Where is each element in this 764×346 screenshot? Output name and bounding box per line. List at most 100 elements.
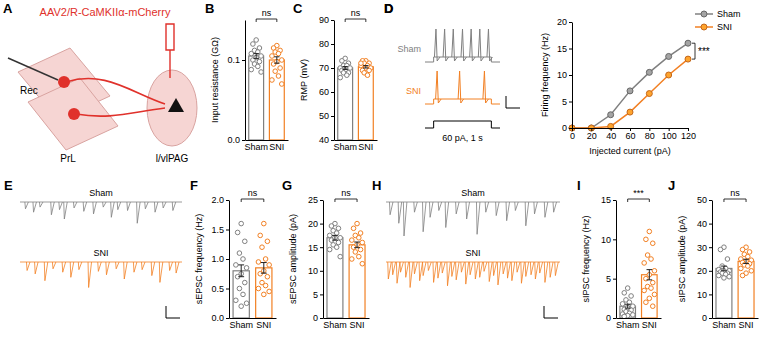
x-axis: ShamSNI bbox=[616, 319, 662, 331]
y-tick: 10 bbox=[697, 290, 712, 300]
y-tick-label: 0 bbox=[562, 123, 567, 133]
event bbox=[103, 202, 107, 207]
y-axis: 01020304050 bbox=[697, 195, 713, 323]
data-point bbox=[749, 269, 754, 274]
data-point bbox=[622, 314, 627, 318]
y-tick: 10 bbox=[308, 266, 323, 276]
y-axis: 0510152025 bbox=[308, 195, 324, 323]
scale-bar bbox=[166, 306, 180, 318]
data-point bbox=[649, 257, 654, 262]
event bbox=[493, 262, 497, 276]
data-point bbox=[265, 274, 270, 279]
spike bbox=[443, 29, 449, 61]
y-tick-label: 40 bbox=[319, 135, 329, 145]
marker bbox=[646, 91, 652, 97]
panel-label: B bbox=[205, 1, 214, 16]
y-tick-label: 20 bbox=[557, 17, 567, 27]
event bbox=[539, 262, 543, 273]
annotation: ns bbox=[248, 188, 258, 198]
bar bbox=[358, 67, 373, 140]
significance-bracket bbox=[256, 19, 277, 22]
figure: AAV2/R-CaMKIIα-mCherryRecPrLl/vlPAGA0.00… bbox=[0, 0, 764, 346]
data-point bbox=[747, 250, 752, 255]
bar bbox=[338, 68, 353, 140]
data-point bbox=[278, 66, 283, 71]
panel-label: F bbox=[190, 178, 198, 193]
event bbox=[511, 262, 515, 281]
diagram-title: AAV2/R-CaMKIIα-mCherry bbox=[40, 6, 171, 18]
y-tick: 0.1 bbox=[227, 55, 245, 65]
bar bbox=[269, 60, 284, 140]
event bbox=[414, 262, 418, 274]
event bbox=[550, 262, 554, 277]
marker bbox=[685, 56, 691, 62]
x-tick: Sham bbox=[333, 142, 357, 152]
bar bbox=[642, 275, 658, 318]
data-point bbox=[622, 291, 627, 296]
data-point bbox=[271, 62, 276, 67]
y-tick-label: 10 bbox=[557, 70, 567, 80]
chart-panel: 01020304050ShamSNIsIPSC amplitude (pA)ns bbox=[677, 188, 759, 330]
y-tick-label: 90 bbox=[319, 15, 329, 25]
event bbox=[106, 262, 110, 275]
data-point bbox=[650, 241, 655, 246]
y-tick: 20 bbox=[697, 266, 712, 276]
y-tick-mark bbox=[226, 318, 229, 319]
panel-label: A bbox=[3, 1, 13, 16]
y-tick: 30 bbox=[697, 243, 712, 253]
data-point bbox=[279, 58, 284, 63]
data-point bbox=[327, 247, 332, 252]
y-tick: 50 bbox=[697, 195, 712, 205]
x-tick: 120 bbox=[681, 128, 696, 141]
data-point bbox=[647, 296, 652, 301]
y-tick: 2.0 bbox=[211, 195, 229, 205]
x-axis: ShamSNI bbox=[323, 319, 369, 331]
y-tick-label: 1.0 bbox=[211, 254, 224, 264]
event bbox=[405, 262, 409, 277]
x-axis: ShamSNI bbox=[244, 141, 288, 153]
error-bar bbox=[253, 54, 258, 59]
y-tick-label: 15 bbox=[308, 243, 318, 253]
x-tick-label: Sham bbox=[616, 320, 640, 330]
data-point bbox=[642, 261, 647, 266]
x-tick-label: Sham bbox=[712, 320, 736, 330]
data-point bbox=[279, 82, 284, 87]
event bbox=[525, 262, 529, 276]
plot-area bbox=[327, 221, 365, 318]
data-point bbox=[256, 260, 261, 265]
y-tick-mark bbox=[226, 289, 229, 290]
y-tick: 5 bbox=[313, 290, 323, 300]
data-point bbox=[625, 286, 630, 291]
data-point bbox=[242, 280, 247, 285]
data-point bbox=[327, 233, 332, 238]
marker bbox=[608, 112, 614, 118]
event bbox=[142, 262, 146, 270]
event bbox=[555, 262, 559, 276]
y-tick-mark bbox=[569, 22, 572, 23]
spike bbox=[461, 29, 467, 61]
panel-label: G bbox=[282, 178, 292, 193]
significance-bracket bbox=[335, 199, 357, 202]
y-tick-label: 5 bbox=[313, 290, 318, 300]
bar bbox=[256, 268, 272, 318]
event bbox=[88, 262, 92, 288]
event bbox=[145, 202, 149, 209]
x-tick-label: SNI bbox=[350, 320, 365, 330]
data-point bbox=[351, 226, 356, 231]
event bbox=[396, 262, 400, 283]
data-point bbox=[241, 257, 246, 262]
x-axis-title: Injected current (pA) bbox=[589, 146, 671, 156]
significance-bracket bbox=[724, 199, 746, 202]
y-tick-label: 80 bbox=[319, 39, 329, 49]
diagram-label: PrL bbox=[60, 153, 76, 164]
y-tick: 40 bbox=[319, 135, 334, 145]
annotation: ns bbox=[341, 188, 351, 198]
trace-panel: ShamSNI bbox=[20, 188, 182, 318]
data-point bbox=[348, 66, 353, 71]
x-tick: 100 bbox=[662, 128, 677, 141]
x-tick: 80 bbox=[645, 128, 655, 141]
event bbox=[489, 262, 493, 282]
data-point bbox=[631, 313, 636, 318]
error-bar bbox=[363, 66, 368, 68]
event bbox=[456, 262, 460, 280]
